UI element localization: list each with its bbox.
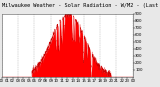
- Text: Milwaukee Weather - Solar Radiation - W/M2 - (Last 24 Hours): Milwaukee Weather - Solar Radiation - W/…: [2, 3, 160, 8]
